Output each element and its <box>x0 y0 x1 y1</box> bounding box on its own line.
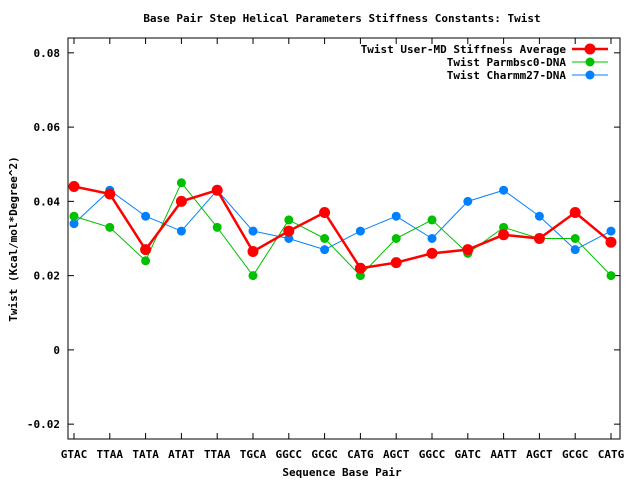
data-point <box>355 271 365 281</box>
data-point <box>499 185 509 195</box>
series-line <box>73 185 612 270</box>
legend-label: Twist User-MD Stiffness Average <box>361 43 567 56</box>
data-point <box>175 195 187 207</box>
x-tick-label: CATG <box>347 448 374 461</box>
data-point <box>283 225 295 237</box>
data-point <box>284 234 294 243</box>
x-tick-label: AGCT <box>526 448 553 461</box>
data-point <box>248 271 258 281</box>
legend-swatch-marker <box>584 43 596 55</box>
data-point <box>284 215 294 225</box>
x-tick-label: TTAA <box>97 448 124 461</box>
data-point <box>211 184 223 196</box>
y-axis-label: Twist (Kcal/mol*Degree^2) <box>7 156 20 322</box>
x-axis-label: Sequence Base Pair <box>282 466 402 479</box>
y-tick-label: 0 <box>53 344 60 357</box>
data-point <box>462 244 474 256</box>
data-point <box>176 178 186 188</box>
data-point <box>319 207 331 219</box>
data-point <box>176 226 186 236</box>
y-tick-label: -0.02 <box>27 418 60 431</box>
series-layer <box>68 178 617 281</box>
data-point <box>499 222 509 232</box>
x-tick-label: GTAC <box>61 448 88 461</box>
data-point <box>570 245 580 255</box>
data-point <box>320 245 330 255</box>
data-point <box>463 196 473 206</box>
data-point <box>534 211 544 221</box>
data-point <box>68 181 80 193</box>
data-point <box>141 256 151 266</box>
series-2 <box>69 178 616 281</box>
data-point <box>427 234 437 243</box>
data-point <box>570 234 580 243</box>
legend-label: Twist Charmm27-DNA <box>447 69 567 82</box>
y-tick-label: 0.06 <box>34 121 61 134</box>
data-point <box>354 262 366 274</box>
x-tick-label: AGCT <box>383 448 410 461</box>
data-point <box>606 271 616 281</box>
x-tick-label: GGCC <box>276 448 303 461</box>
x-tick-label: GCGC <box>562 448 589 461</box>
data-point <box>391 234 401 243</box>
data-point <box>533 233 545 244</box>
chart-title: Base Pair Step Helical Parameters Stiffn… <box>143 12 540 25</box>
data-point <box>105 222 115 232</box>
data-point <box>69 219 79 229</box>
data-point <box>605 236 617 248</box>
data-point <box>390 257 402 269</box>
legend-swatch-marker <box>585 70 595 80</box>
legend-label: Twist Parmbsc0-DNA <box>447 56 567 69</box>
data-point <box>212 222 222 232</box>
data-point <box>141 211 151 221</box>
legend-item: Twist User-MD Stiffness Average <box>361 43 608 56</box>
data-point <box>248 226 258 236</box>
y-tick-label: 0.04 <box>34 195 61 208</box>
data-point <box>320 234 330 243</box>
data-point <box>498 229 510 241</box>
x-tick-label: AATT <box>490 448 517 461</box>
data-point <box>569 207 581 219</box>
legend-item: Twist Parmbsc0-DNA <box>447 56 608 69</box>
data-point <box>427 215 437 225</box>
data-point <box>355 226 365 236</box>
data-point <box>391 211 401 221</box>
axis-ticks: -0.02 0 0.02 0.04 0.06 0.08 GTAC TTAA TATA ATAT TT… <box>27 38 625 461</box>
data-point <box>69 211 79 221</box>
data-point <box>606 226 616 236</box>
plot-frame <box>67 37 621 440</box>
x-tick-label: TATA <box>132 448 159 461</box>
series-line <box>73 182 612 277</box>
x-tick-label: CATG <box>598 448 625 461</box>
data-point <box>140 244 152 256</box>
y-tick-label: 0.02 <box>34 270 61 283</box>
data-point <box>104 188 116 200</box>
x-tick-label: TGCA <box>240 448 267 461</box>
series-1 <box>68 181 617 274</box>
x-tick-label: GATC <box>455 448 482 461</box>
x-tick-label: ATAT <box>168 448 195 461</box>
legend-item: Twist Charmm27-DNA <box>447 69 608 82</box>
legend-swatch-marker <box>585 57 595 67</box>
y-tick-label: 0.08 <box>34 47 61 60</box>
data-point <box>426 247 438 259</box>
data-point <box>247 245 259 257</box>
x-tick-label: TTAA <box>204 448 231 461</box>
x-tick-label: GGCC <box>419 448 446 461</box>
x-tick-label: GCGC <box>311 448 338 461</box>
